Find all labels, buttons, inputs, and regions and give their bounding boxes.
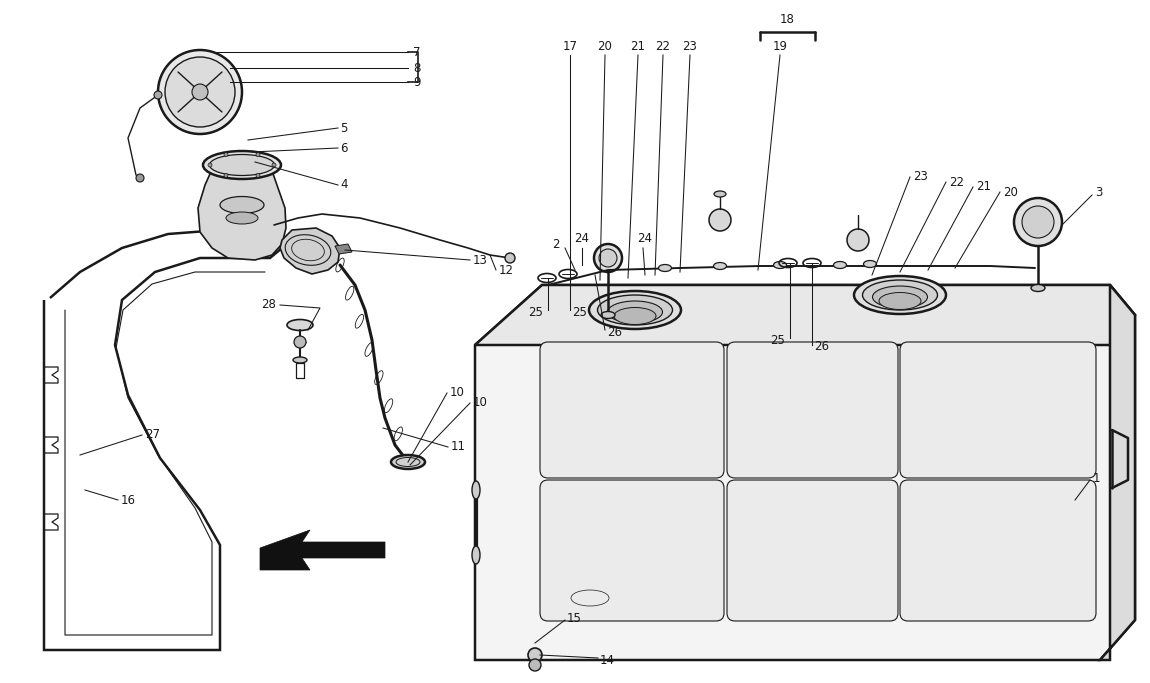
Ellipse shape: [713, 262, 727, 270]
Ellipse shape: [864, 260, 876, 268]
FancyBboxPatch shape: [540, 342, 724, 478]
Circle shape: [710, 209, 731, 231]
Circle shape: [294, 336, 306, 348]
Circle shape: [256, 173, 260, 178]
Text: 15: 15: [567, 611, 582, 624]
Ellipse shape: [873, 286, 928, 308]
Text: 20: 20: [598, 40, 613, 53]
Text: 3: 3: [1095, 186, 1103, 199]
Ellipse shape: [589, 291, 681, 329]
Circle shape: [136, 174, 144, 182]
Text: 20: 20: [1003, 186, 1018, 199]
Text: 25: 25: [572, 305, 586, 318]
Text: 5: 5: [340, 122, 347, 135]
Circle shape: [208, 163, 212, 167]
Ellipse shape: [1032, 285, 1045, 292]
Text: 21: 21: [976, 180, 991, 193]
Ellipse shape: [774, 262, 787, 268]
Text: 24: 24: [637, 232, 652, 245]
Text: 21: 21: [630, 40, 645, 53]
Circle shape: [154, 91, 162, 99]
Text: 28: 28: [261, 298, 276, 311]
Text: 23: 23: [913, 171, 928, 184]
Circle shape: [158, 50, 242, 134]
Polygon shape: [475, 285, 1135, 345]
Polygon shape: [260, 530, 385, 570]
Circle shape: [256, 152, 260, 156]
Text: 1: 1: [1092, 471, 1101, 484]
Text: 18: 18: [780, 13, 795, 26]
Circle shape: [529, 659, 540, 671]
Ellipse shape: [601, 311, 615, 318]
Ellipse shape: [854, 276, 946, 314]
Text: 4: 4: [340, 178, 347, 191]
FancyBboxPatch shape: [900, 480, 1096, 621]
Text: 8: 8: [413, 61, 421, 74]
Circle shape: [164, 57, 235, 127]
Ellipse shape: [714, 191, 726, 197]
Text: 12: 12: [499, 264, 514, 277]
Ellipse shape: [862, 280, 937, 310]
Text: 26: 26: [607, 326, 622, 339]
FancyBboxPatch shape: [727, 342, 898, 478]
Text: 24: 24: [575, 232, 590, 245]
Ellipse shape: [472, 546, 480, 564]
Circle shape: [595, 244, 622, 272]
FancyBboxPatch shape: [900, 342, 1096, 478]
Ellipse shape: [659, 264, 672, 272]
Polygon shape: [335, 244, 352, 254]
Ellipse shape: [614, 307, 655, 324]
Circle shape: [1022, 206, 1055, 238]
Text: 2: 2: [552, 238, 560, 251]
Text: 6: 6: [340, 141, 347, 154]
FancyBboxPatch shape: [727, 480, 898, 621]
Text: 10: 10: [450, 387, 465, 400]
Ellipse shape: [472, 481, 480, 499]
Polygon shape: [1101, 285, 1135, 660]
Text: 9: 9: [413, 76, 421, 89]
Circle shape: [505, 253, 515, 263]
Ellipse shape: [220, 197, 264, 214]
Text: 27: 27: [145, 428, 160, 441]
Text: 25: 25: [770, 333, 785, 346]
Ellipse shape: [288, 320, 313, 331]
Ellipse shape: [598, 295, 673, 325]
Text: 14: 14: [600, 654, 615, 667]
Polygon shape: [279, 228, 340, 274]
Circle shape: [1014, 198, 1061, 246]
Ellipse shape: [209, 154, 275, 176]
Text: 25: 25: [528, 305, 543, 318]
Circle shape: [273, 163, 276, 167]
Ellipse shape: [834, 262, 846, 268]
Text: 22: 22: [656, 40, 670, 53]
Ellipse shape: [204, 151, 281, 179]
Ellipse shape: [293, 357, 307, 363]
Text: 16: 16: [121, 494, 136, 507]
Circle shape: [528, 648, 542, 662]
Text: 11: 11: [451, 441, 466, 454]
Text: 10: 10: [473, 397, 488, 410]
Polygon shape: [198, 165, 286, 260]
Ellipse shape: [879, 292, 921, 309]
Text: 7: 7: [413, 46, 421, 59]
Text: 13: 13: [473, 253, 488, 266]
Polygon shape: [475, 285, 1135, 660]
Ellipse shape: [391, 455, 425, 469]
Text: 17: 17: [562, 40, 577, 53]
Circle shape: [192, 84, 208, 100]
Circle shape: [224, 173, 228, 178]
Circle shape: [599, 249, 618, 267]
Ellipse shape: [227, 212, 258, 224]
Text: 26: 26: [814, 341, 829, 354]
Text: 22: 22: [949, 176, 964, 189]
Text: 19: 19: [773, 40, 788, 53]
Circle shape: [224, 152, 228, 156]
FancyBboxPatch shape: [540, 480, 724, 621]
Text: 23: 23: [683, 40, 697, 53]
Ellipse shape: [607, 301, 662, 323]
Circle shape: [848, 229, 869, 251]
